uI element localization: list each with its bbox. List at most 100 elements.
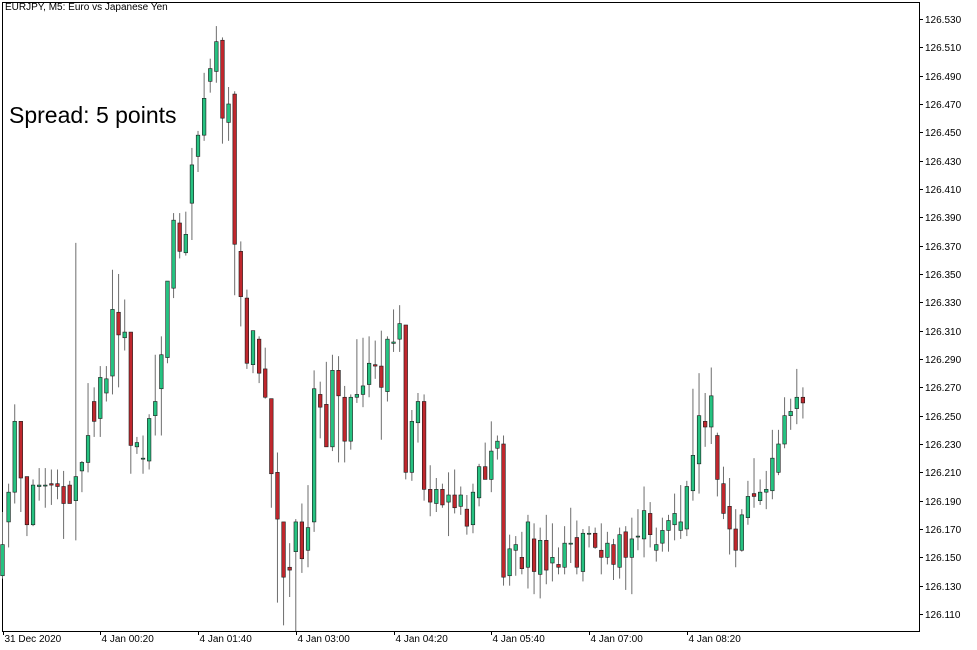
bear-candle xyxy=(703,421,708,428)
spread-label: Spread: 5 points xyxy=(9,102,177,128)
bear-candle xyxy=(24,476,30,526)
plot-frame xyxy=(2,2,920,632)
bull-candle xyxy=(305,527,311,551)
bull-candle xyxy=(580,532,586,572)
bear-candle xyxy=(49,483,54,486)
bull-candle xyxy=(165,280,170,358)
bull-candle xyxy=(250,330,256,365)
bull-candle xyxy=(684,486,689,530)
bull-candle xyxy=(159,354,164,390)
bull-candle xyxy=(30,484,36,526)
bull-candle xyxy=(507,548,512,577)
x-tick-label: 4 Jan 03:00 xyxy=(298,634,351,645)
bear-candle xyxy=(611,544,616,565)
bull-candle xyxy=(348,396,353,442)
bull-candle xyxy=(770,457,775,492)
bear-candle xyxy=(715,435,720,480)
bear-candle xyxy=(428,489,433,503)
bull-candle xyxy=(409,421,414,473)
y-tick-label: 126.170 xyxy=(925,525,962,536)
bear-candle xyxy=(269,398,274,475)
y-tick-label: 126.370 xyxy=(925,242,962,253)
bull-candle xyxy=(678,521,683,531)
bull-candle xyxy=(312,388,317,523)
y-tick-label: 126.390 xyxy=(925,213,962,224)
bull-candle xyxy=(434,489,439,504)
bull-candle xyxy=(605,542,610,558)
bear-candle xyxy=(55,483,60,487)
bull-candle xyxy=(550,557,555,564)
bear-candle xyxy=(599,549,604,558)
x-tick-label: 4 Jan 01:40 xyxy=(200,634,253,645)
bear-candle xyxy=(18,421,23,479)
bear-candle xyxy=(403,324,408,473)
bull-candle xyxy=(696,415,702,465)
bull-candle xyxy=(538,540,543,575)
bull-candle xyxy=(672,513,677,526)
bear-candle xyxy=(501,443,506,578)
bear-candle xyxy=(342,396,347,442)
bull-candle xyxy=(617,534,622,568)
bull-candle xyxy=(354,394,359,398)
bear-candle xyxy=(593,532,598,548)
bear-candle xyxy=(336,370,341,397)
bear-candle xyxy=(721,483,726,514)
bear-candle xyxy=(440,489,445,506)
bull-candle xyxy=(104,378,109,394)
y-tick-label: 126.150 xyxy=(925,553,962,564)
bull-candle xyxy=(776,443,781,473)
bull-candle xyxy=(385,338,390,392)
bull-candle xyxy=(183,234,188,254)
bull-candle xyxy=(12,421,17,493)
bear-candle xyxy=(116,311,121,336)
x-tick-label: 4 Jan 05:40 xyxy=(493,634,546,645)
bull-candle xyxy=(660,530,665,544)
bull-candle xyxy=(470,491,476,526)
y-tick-label: 126.270 xyxy=(925,383,962,394)
bull-candle xyxy=(739,514,744,551)
y-tick-label: 126.470 xyxy=(925,100,962,111)
bear-candle xyxy=(531,538,537,572)
bull-candle xyxy=(654,544,659,551)
x-tick-label: 4 Jan 04:20 xyxy=(396,634,449,645)
bull-candle xyxy=(641,510,647,540)
bull-candle xyxy=(397,323,402,340)
bull-candle xyxy=(629,538,634,558)
chart-title: EURJPY, M5: Euro vs Japanese Yen xyxy=(5,2,168,13)
bear-candle xyxy=(464,508,469,527)
bear-candle xyxy=(67,484,72,504)
bull-candle xyxy=(666,520,671,531)
bull-candle xyxy=(140,457,146,460)
bear-candle xyxy=(751,493,757,497)
bull-candle xyxy=(330,370,335,448)
y-tick-label: 126.130 xyxy=(925,582,962,593)
bull-candle xyxy=(202,98,207,136)
bear-candle xyxy=(257,338,262,374)
bull-candle xyxy=(476,466,482,499)
bull-candle xyxy=(189,164,195,204)
bull-candle xyxy=(391,341,396,344)
bull-candle xyxy=(43,484,48,487)
bear-candle xyxy=(727,506,732,530)
x-tick-label: 4 Jan 08:20 xyxy=(689,634,742,645)
x-tick-label: 4 Jan 00:20 xyxy=(102,634,155,645)
y-tick-label: 126.490 xyxy=(925,72,962,83)
bull-candle xyxy=(171,219,176,289)
bear-candle xyxy=(324,404,329,448)
bull-candle xyxy=(366,362,372,385)
bull-candle xyxy=(226,103,231,123)
y-tick-label: 126.290 xyxy=(925,355,962,366)
bull-candle xyxy=(37,484,42,487)
y-tick-label: 126.210 xyxy=(925,468,962,479)
bull-candle xyxy=(635,535,641,538)
bear-candle xyxy=(263,368,268,398)
bear-candle xyxy=(287,566,292,571)
bull-candle xyxy=(195,134,201,157)
bear-candle xyxy=(220,39,225,119)
y-tick-label: 126.430 xyxy=(925,157,962,168)
bear-candle xyxy=(574,537,579,568)
bull-candle xyxy=(6,491,11,523)
y-tick-label: 126.510 xyxy=(925,43,962,54)
bull-candle xyxy=(758,491,763,501)
bear-candle xyxy=(379,365,384,388)
